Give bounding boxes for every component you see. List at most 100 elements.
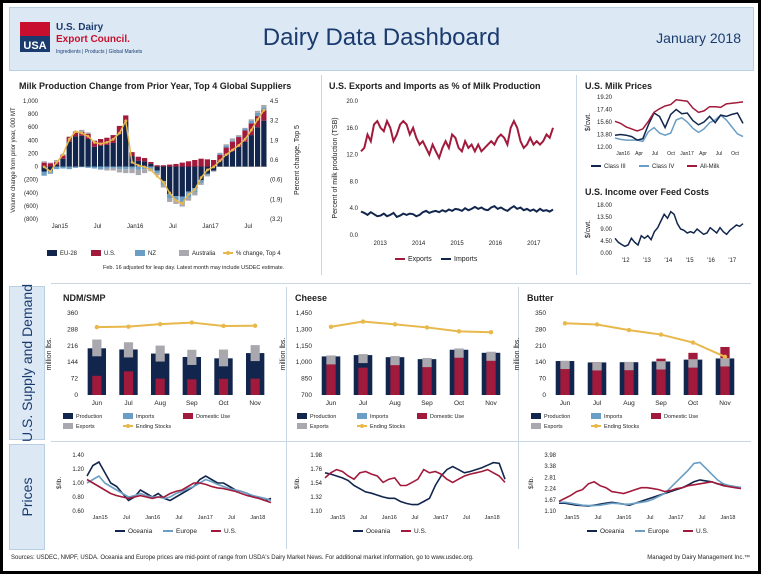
ending-stocks-point [157,321,163,327]
y2-tick-label: (0.6) [270,178,282,184]
legend-label: Imports [454,256,478,263]
exports-bar [155,345,165,362]
domestic-use-bar [486,356,496,395]
x-tick-label: Jul [411,515,418,521]
chart-milk-prices: 19.20 17.40 15.60 13.80 12.00 $/cwt. Jan16 Apr J… [585,95,744,170]
ending-stocks-point [562,321,568,326]
x-tick-label: Jul [594,515,601,521]
legend-label: Australia [192,251,216,257]
x-tick-label: Jan16 [145,515,160,521]
bar-segment [85,139,91,167]
pct-change-point [118,131,121,135]
y-tick-label: 600 [28,125,39,131]
bar-segment [141,158,148,162]
bar-segment [248,120,254,124]
panel-title-milk-production: Milk Production Change from Prior Year, … [19,81,292,91]
y-tick-label: 18.00 [597,203,613,209]
y-tick-label: 280 [535,326,546,333]
pct-change-point [243,137,247,141]
ending-stocks-point [722,354,728,360]
bar-segment [173,163,179,167]
bar-segment [66,136,72,138]
y-tick-label: 4.0 [350,206,359,212]
chart-butter: 350 280 210 140 70 0 million lbs. Jun Jul Aug Sep O… [514,310,735,430]
pct-change-point [80,131,84,135]
x-tick-label: Jul [359,400,368,407]
bar-segment [236,137,242,147]
x-tick-label: Jul [244,224,252,230]
y-tick-label: 19.20 [597,95,613,101]
bar-segment [211,166,217,171]
x-tick-label: Sep [655,400,667,407]
legend-label: U.S. [414,528,427,535]
legend-label: U.S. [104,251,116,257]
legend-label: Oceania [128,528,153,535]
divider [518,287,519,549]
x-tick-label: Sep [186,400,198,407]
pct-change-point [124,119,128,123]
x-tick-label: Jan17 [202,224,219,230]
x-tick-label: Oct [667,151,675,157]
x-tick-label: Jul [169,224,177,230]
pct-change-point [187,193,190,196]
bar-segment [242,127,248,129]
legend-label: Production [544,414,570,420]
y-tick-label: 2.24 [544,487,556,493]
legend-swatch [297,423,307,429]
bar-segment [192,160,198,167]
y2-tick-label: (3.2) [270,217,282,223]
y-tick-label: 350 [535,310,546,317]
y-tick-label: 15.60 [597,120,613,126]
axis-title: $/lb. [294,477,301,489]
bar-segment [173,196,179,200]
x-tick-label: Jan18 [485,515,500,521]
x-tick-label: Jul [593,400,602,407]
y-tick-label: 1.76 [310,467,322,473]
pct-change-point [237,144,241,147]
exports-bar [92,339,102,357]
y-tick-label: 20.0 [346,99,358,105]
pct-change-point [86,134,90,138]
axis-title: $/lb. [56,477,63,489]
bar-segment [242,130,248,142]
legend-label: Exports [76,424,95,430]
panel-title-butter: Butter [527,293,554,303]
domestic-use-bar [92,375,102,395]
pct-change-point [99,142,103,146]
legend-label: U.S. [696,528,709,535]
x-tick-label: Oct [454,400,464,407]
bar-segment [223,145,229,148]
bar-segment [98,166,104,170]
x-tick-label: Nov [719,400,731,407]
legend-label: Class IV [652,164,674,170]
legend-label: Europe [176,528,197,535]
price-line [324,468,506,487]
x-tick-label: Jul [463,515,470,521]
divider [321,75,322,275]
exports-bar [218,349,229,367]
y-tick-label: (200) [24,178,38,184]
x-tick-label: Jan16 [127,224,144,230]
domestic-use-bar [187,379,197,395]
bar-segment [47,163,54,167]
domestic-use-bar [358,367,368,395]
pct-change-point [105,140,109,144]
bar-segment [104,166,110,169]
legend-label: Exports [310,424,329,430]
chart-price-butter: 3.98 3.38 2.81 2.24 1.67 1.10 $/lb. Jan15 Jul Jan… [528,453,742,535]
legend-swatch [63,413,73,419]
legend-label: Class III [604,164,626,170]
bar-segment [141,161,148,167]
legend-swatch [126,424,130,428]
exports-bar [656,361,666,370]
bar-segment [116,125,123,134]
bar-segment [154,173,160,176]
y-tick-label: 144 [67,359,78,366]
domestic-use-bar [250,378,260,395]
bar-segment [98,145,104,167]
chart-price-cheese: 1.98 1.76 1.54 1.32 1.10 $/lb. Jan15 Jul Jan16 Ju… [294,453,506,535]
price-line [324,461,506,506]
ending-stocks-point [424,325,430,330]
legend-swatch [651,413,661,419]
imports-line [360,204,554,219]
